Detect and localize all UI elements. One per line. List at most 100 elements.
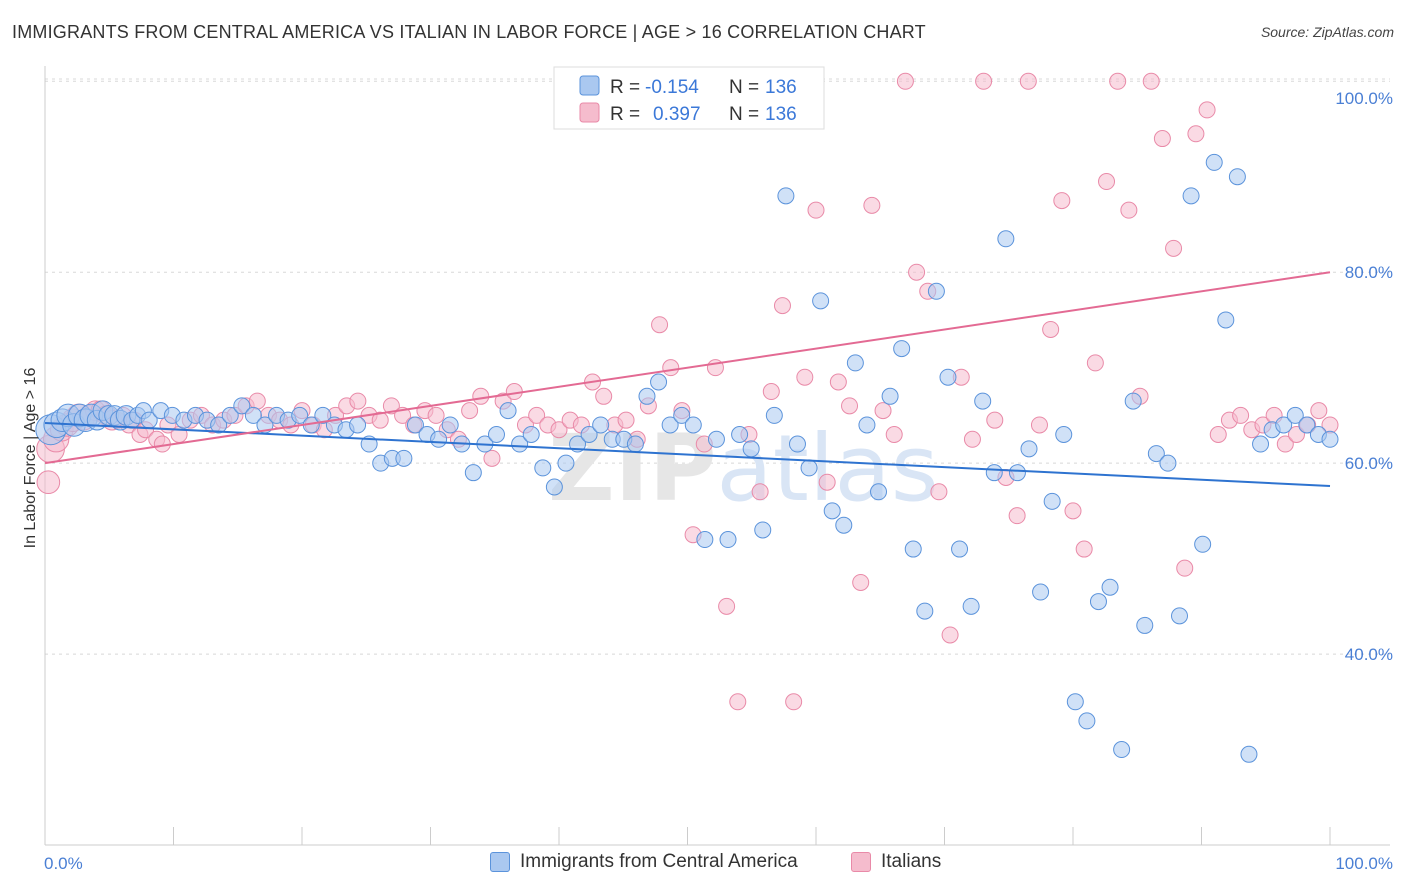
point-central-america <box>881 387 899 405</box>
legend-r-label-2: R = <box>610 104 640 125</box>
point-central-america <box>754 521 772 539</box>
legend-n-value-1: 136 <box>765 77 797 98</box>
point-central-america <box>487 425 505 443</box>
point-central-america <box>1298 416 1316 434</box>
legend-swatch-central-america <box>490 852 510 872</box>
point-central-america <box>1321 430 1339 448</box>
point-central-america <box>707 430 725 448</box>
point-central-america <box>626 435 644 453</box>
point-central-america <box>1055 425 1073 443</box>
point-central-america <box>1171 607 1189 625</box>
legend-label-italians: Italians <box>881 851 942 872</box>
point-central-america <box>997 230 1015 248</box>
point-central-america <box>1113 741 1131 759</box>
point-italians <box>1086 354 1104 372</box>
point-central-america <box>1066 693 1084 711</box>
point-central-america <box>742 440 760 458</box>
point-central-america <box>406 416 424 434</box>
point-italians <box>550 421 568 439</box>
point-central-america <box>522 425 540 443</box>
point-italians <box>796 368 814 386</box>
point-italians <box>617 411 635 429</box>
point-italians <box>1120 201 1138 219</box>
point-central-america <box>1136 616 1154 634</box>
point-central-america <box>893 340 911 358</box>
point-central-america <box>638 387 656 405</box>
point-italians <box>975 72 993 90</box>
point-central-america <box>1124 392 1142 410</box>
legend-label-central-america: Immigrants from Central America <box>520 851 798 872</box>
point-central-america <box>916 602 934 620</box>
point-italians <box>718 597 736 615</box>
chart-title: IMMIGRANTS FROM CENTRAL AMERICA VS ITALI… <box>12 22 926 42</box>
point-central-america <box>233 397 251 415</box>
series-italians-points <box>36 72 1339 711</box>
legend-n-label-1: N = <box>729 77 759 98</box>
point-italians <box>651 316 669 334</box>
point-italians <box>1310 402 1328 420</box>
y-tick-labels: 40.0% 60.0% 80.0% 100.0% <box>1335 89 1393 664</box>
point-italians <box>248 392 266 410</box>
point-italians <box>595 387 613 405</box>
point-central-america <box>1032 583 1050 601</box>
point-central-america <box>673 406 691 424</box>
point-central-america <box>1101 578 1119 596</box>
point-central-america <box>719 531 737 549</box>
legend-r-value-1: -0.154 <box>645 77 699 98</box>
point-central-america <box>545 478 563 496</box>
point-central-america <box>592 416 610 434</box>
point-central-america <box>939 368 957 386</box>
legend-r-value-2: 0.397 <box>653 104 701 125</box>
point-central-america <box>650 373 668 391</box>
point-italians <box>36 470 61 495</box>
point-italians <box>807 201 825 219</box>
point-italians <box>729 693 747 711</box>
point-central-america <box>1252 435 1270 453</box>
point-italians <box>1008 507 1026 525</box>
legend-r-label-1: R = <box>610 77 640 98</box>
point-central-america <box>684 416 702 434</box>
point-central-america <box>870 483 888 501</box>
point-central-america <box>788 435 806 453</box>
point-italians <box>371 411 389 429</box>
point-central-america <box>731 425 749 443</box>
point-italians <box>986 411 1004 429</box>
point-central-america <box>835 516 853 534</box>
series-legend: Immigrants from Central America Italians <box>0 851 1406 879</box>
point-central-america <box>1217 311 1235 329</box>
point-italians <box>1098 173 1116 191</box>
point-italians <box>941 626 959 644</box>
point-italians <box>1165 239 1183 257</box>
point-central-america <box>823 502 841 520</box>
point-central-america <box>580 425 598 443</box>
point-central-america <box>221 406 239 424</box>
point-italians <box>1209 425 1227 443</box>
point-central-america <box>349 416 367 434</box>
point-italians <box>1075 540 1093 558</box>
point-central-america <box>1147 445 1165 463</box>
point-central-america <box>1078 712 1096 730</box>
point-central-america <box>1089 593 1107 611</box>
point-italians <box>829 373 847 391</box>
point-central-america <box>1240 745 1258 763</box>
point-central-america <box>1182 187 1200 205</box>
point-central-america <box>1159 454 1177 472</box>
point-italians <box>863 196 881 214</box>
point-italians <box>963 430 981 448</box>
point-central-america <box>430 430 448 448</box>
legend-swatch-blue <box>579 75 600 96</box>
point-central-america <box>499 402 517 420</box>
y-tick-label: 60.0% <box>1345 454 1393 473</box>
point-italians <box>785 693 803 711</box>
trend-lines <box>44 271 1331 488</box>
point-italians <box>1142 72 1160 90</box>
point-central-america <box>1008 464 1026 482</box>
correlation-legend: R = -0.154 N = 136 R = 0.397 N = 136 <box>553 66 825 130</box>
y-tick-label: 100.0% <box>1335 89 1393 108</box>
point-central-america <box>1043 492 1061 510</box>
legend-swatch-pink <box>579 102 600 123</box>
y-axis-label: In Labor Force | Age > 16 <box>22 368 39 549</box>
legend-n-label-2: N = <box>729 104 759 125</box>
point-italians <box>472 387 490 405</box>
